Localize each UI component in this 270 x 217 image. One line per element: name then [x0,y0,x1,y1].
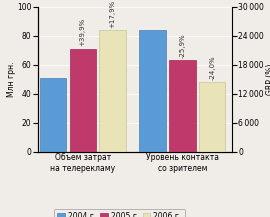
Text: -24,0%: -24,0% [209,55,215,80]
Text: +39,9%: +39,9% [80,18,86,46]
Bar [99,30,126,152]
Legend: 2004 г., 2005 г., 2006 г.: 2004 г., 2005 г., 2006 г. [54,209,185,217]
Bar [199,82,225,152]
Bar [40,78,66,152]
Bar [169,60,195,152]
Text: +17,9%: +17,9% [110,0,116,28]
Y-axis label: Млн грн.: Млн грн. [7,61,16,97]
Text: -25,9%: -25,9% [179,33,185,58]
Bar [69,49,96,152]
Y-axis label: GRP (%): GRP (%) [266,64,270,95]
Bar [139,30,166,152]
